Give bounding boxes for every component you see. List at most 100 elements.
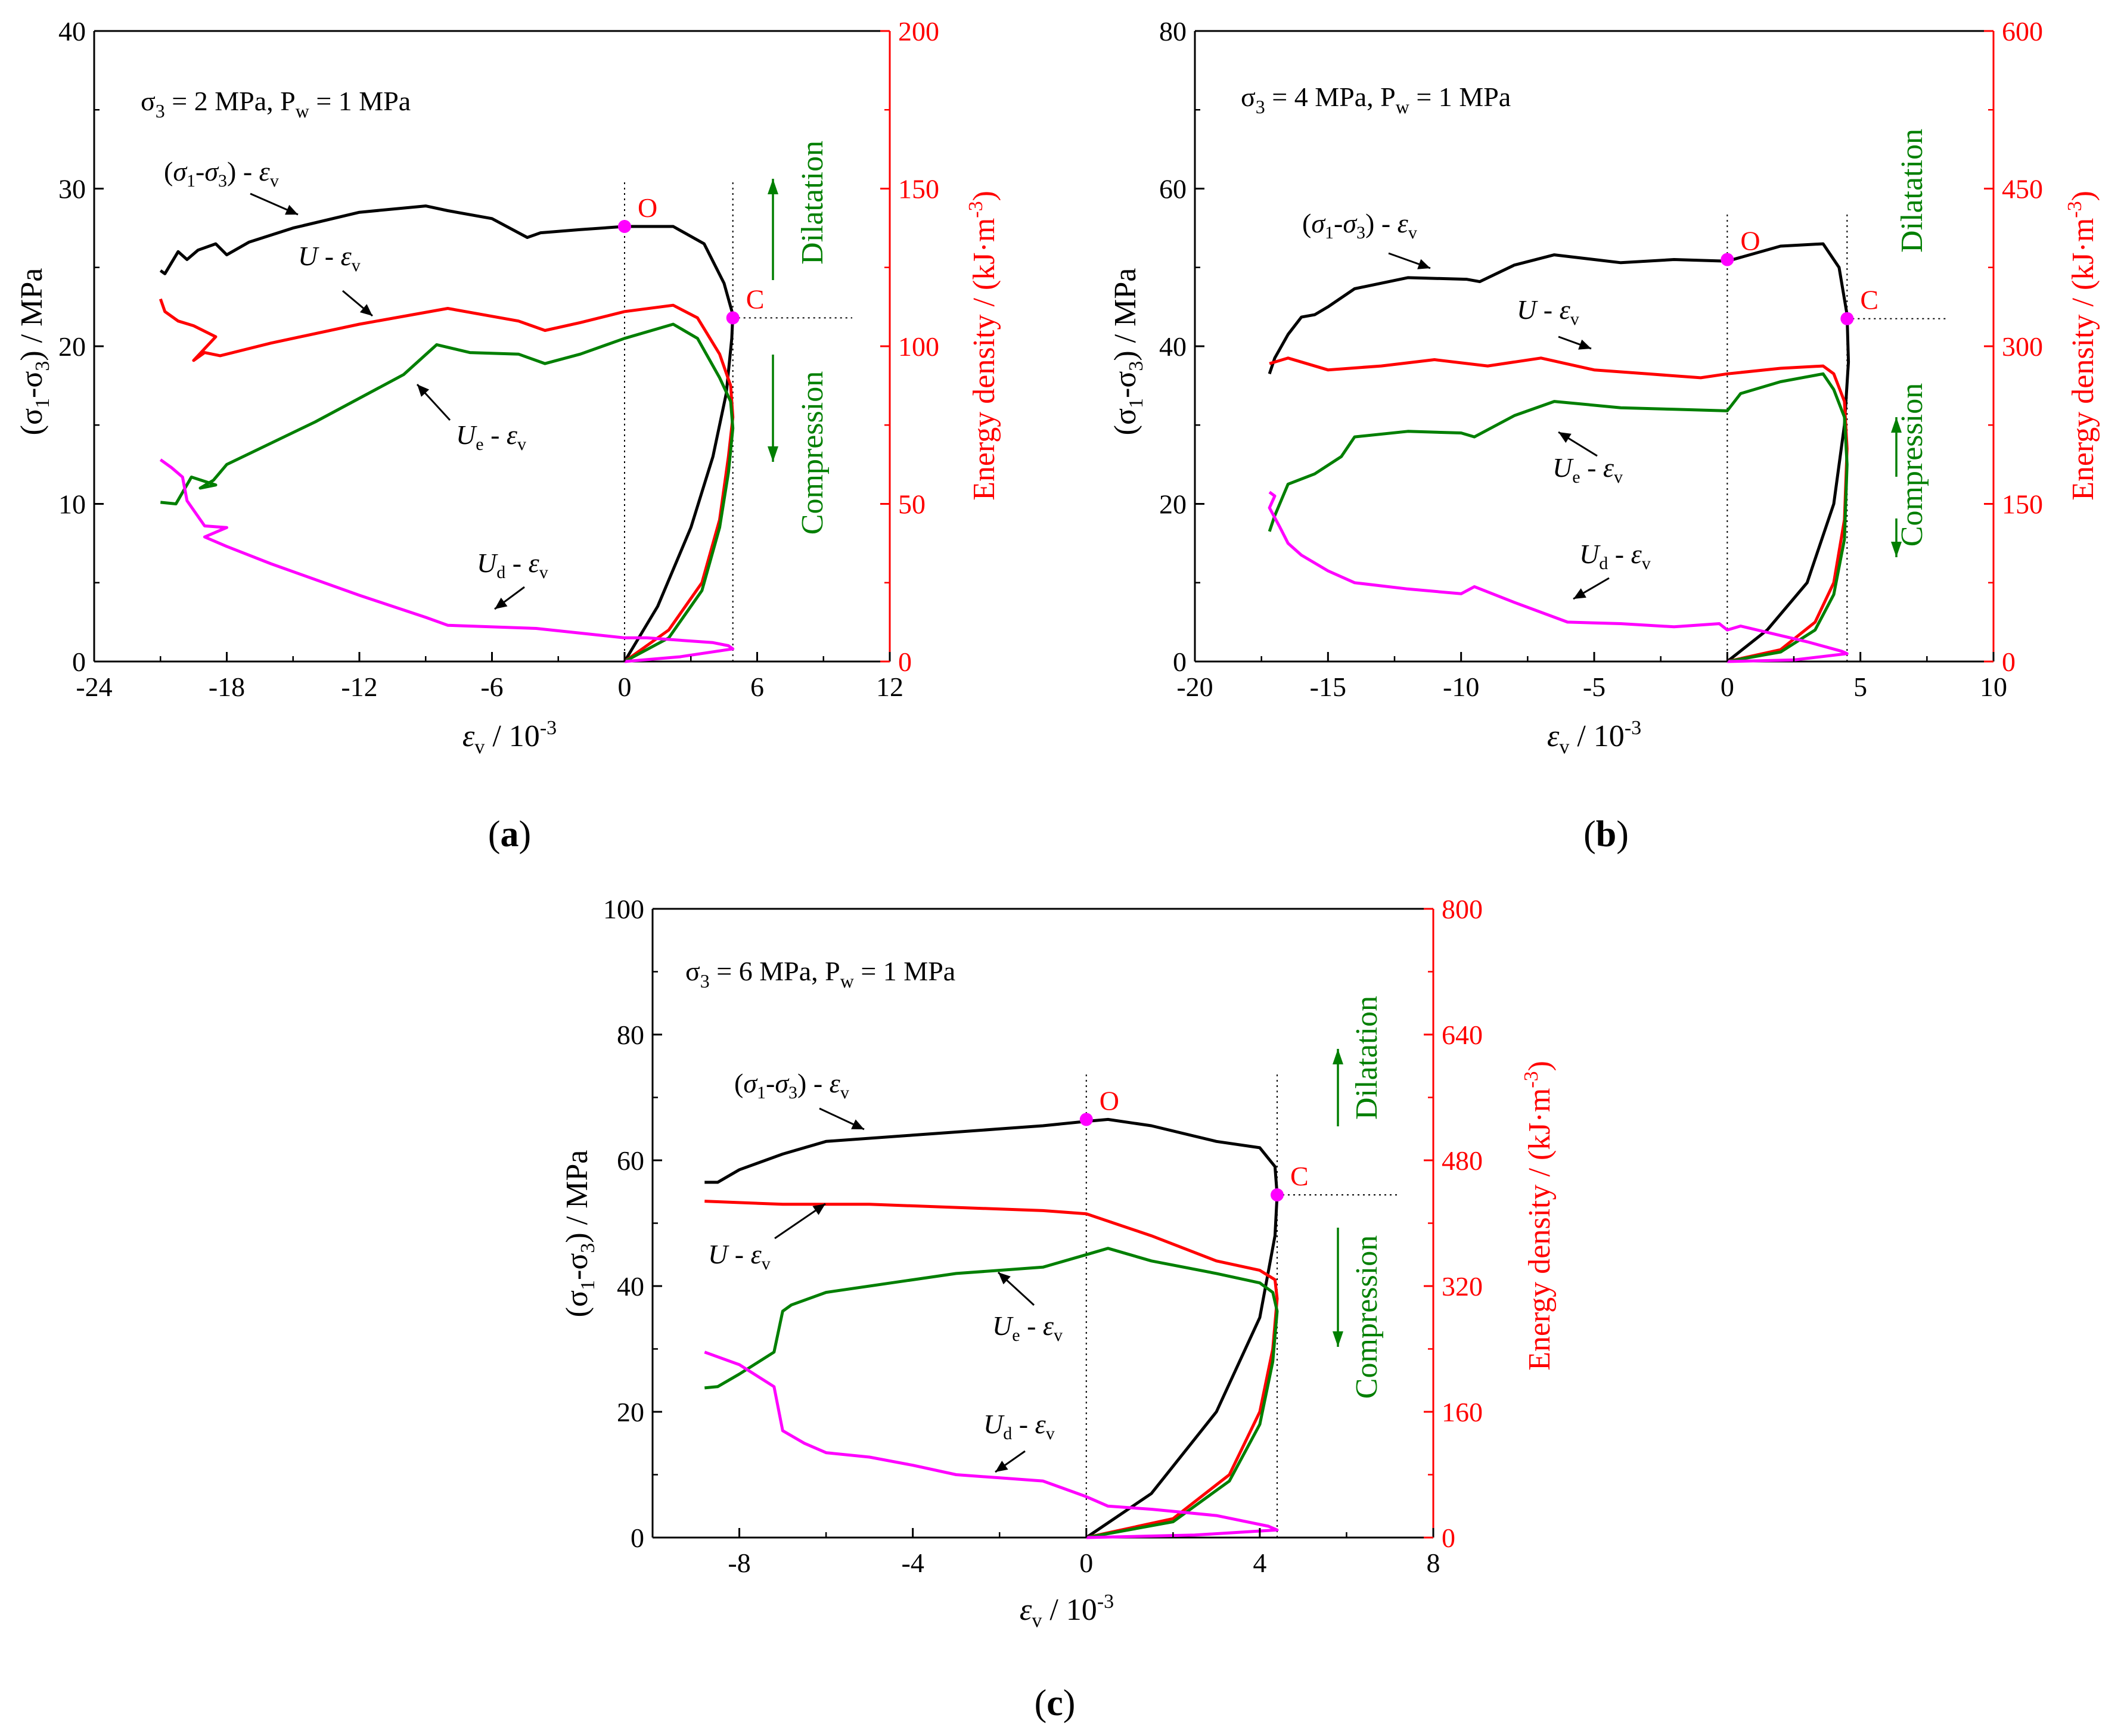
- dilatation-label: Dilatation: [1350, 996, 1384, 1120]
- panel-a-condition: σ3 = 2 MPa, Pw = 1 MPa: [141, 86, 411, 122]
- x-tick-label: 5: [1853, 672, 1867, 702]
- series-stress-line: [704, 1117, 1279, 1539]
- y-left-tick-label: 20: [58, 331, 86, 362]
- y-left-tick-label: 20: [1159, 489, 1187, 520]
- curve-label-Ue: Ue - εv: [456, 420, 526, 454]
- series-Ud-line: [1268, 490, 1849, 663]
- y-left-tick-label: 40: [1159, 331, 1187, 362]
- compression-arrow-head: [1333, 1331, 1343, 1347]
- y-right-tick-label: 480: [1442, 1145, 1483, 1176]
- panel-b: O C -20 -15 -10 -5 0 5 10 0 20 40 60 80 0 150 300 450 6…: [1108, 16, 2100, 855]
- panel-a-right-ticks: 0 50 100 150 200: [880, 16, 939, 677]
- panel-c-ylabel-left: (σ1-σ3) / MPa: [560, 1150, 599, 1318]
- curve-label-stress: (σ1-σ3) - εv: [1302, 208, 1417, 243]
- panel-b-x-ticks: -20 -15 -10 -5 0 5 10: [1176, 652, 2007, 702]
- point-o-label: O: [1100, 1085, 1119, 1116]
- curve-label-arrowhead: [1578, 339, 1591, 350]
- y-left-tick-label: 0: [1173, 647, 1187, 677]
- panel-c-condition: σ3 = 6 MPa, Pw = 1 MPa: [685, 956, 955, 992]
- series-stress-line: [159, 204, 735, 663]
- panel-b-annotations: (σ1-σ3) - εv U - εv Ue - εv Ud - εv Dilatati…: [1302, 129, 1929, 600]
- curve-label-U: U - εv: [298, 241, 361, 275]
- y-right-tick-label: 200: [898, 16, 939, 46]
- curve-label-Ud: Ud - εv: [477, 548, 548, 582]
- curve-label-arrowhead: [495, 597, 508, 609]
- series-Ue-line: [1268, 372, 1849, 663]
- dilatation-arrow-head: [768, 179, 778, 194]
- panel-a-ylabel-left: (σ1-σ3) / MPa: [15, 268, 54, 436]
- y-right-tick-label: 50: [898, 489, 926, 520]
- panel-b-xlabel: εv / 10-3: [1547, 717, 1641, 758]
- series-U-line: [159, 298, 735, 663]
- y-right-tick-label: 160: [1442, 1397, 1483, 1427]
- y-right-tick-label: 150: [898, 174, 939, 204]
- y-right-tick-label: 800: [1442, 894, 1483, 924]
- compression-label: Compression: [796, 371, 830, 535]
- point-o-marker: [1721, 253, 1734, 266]
- point-c-label: C: [1290, 1161, 1309, 1191]
- point-c-marker: [1840, 312, 1854, 325]
- x-tick-label: -12: [341, 672, 377, 702]
- series-Ue-line: [160, 322, 735, 663]
- panel-c-x-ticks: -8 -4 0 4 8: [728, 1528, 1440, 1578]
- y-left-tick-label: 0: [631, 1523, 644, 1553]
- curve-label-U: U - εv: [708, 1239, 771, 1274]
- curve-label-arrowhead: [1417, 259, 1430, 269]
- panel-b-ylabel-right: Energy density / (kJ·m-3): [2064, 191, 2100, 501]
- x-tick-label: 4: [1253, 1548, 1266, 1578]
- x-tick-label: -15: [1310, 672, 1346, 702]
- x-tick-label: -24: [76, 672, 112, 702]
- curve-label-stress: (σ1-σ3) - εv: [164, 156, 279, 191]
- curve-label-arrowhead: [812, 1204, 825, 1215]
- curve-label-Ud: Ud - εv: [983, 1409, 1055, 1443]
- y-right-tick-label: 150: [2002, 489, 2043, 520]
- curve-label-arrowhead: [1573, 588, 1586, 599]
- curve-label-arrowhead: [417, 384, 430, 397]
- panel-a-x-ticks: -24 -18 -12 -6 0 6 12: [76, 652, 903, 702]
- panel-c-annotations: (σ1-σ3) - εv U - εv Ue - εv Ud - εv Dilatati…: [708, 996, 1384, 1473]
- y-left-tick-label: 20: [617, 1397, 644, 1427]
- x-tick-label: -5: [1583, 672, 1606, 702]
- y-left-tick-label: 100: [603, 894, 644, 924]
- point-o-marker: [1079, 1113, 1093, 1126]
- compression-arrow-head: [1891, 542, 1902, 557]
- x-tick-label: 8: [1427, 1548, 1440, 1578]
- panel-a-ylabel-right: Energy density / (kJ·m-3): [965, 191, 1001, 501]
- y-left-tick-label: 80: [1159, 16, 1187, 46]
- x-tick-label: -10: [1443, 672, 1479, 702]
- x-tick-label: 0: [1079, 1548, 1093, 1578]
- curve-label-Ud: Ud - εv: [1579, 539, 1651, 573]
- compression-label: Compression: [1350, 1235, 1384, 1399]
- series-U-line: [704, 1200, 1279, 1539]
- y-left-tick-label: 60: [617, 1145, 644, 1176]
- panel-a-left-ticks: 0 10 20 30 40: [58, 16, 104, 677]
- curve-label-arrowhead: [359, 304, 372, 316]
- curve-label-stress: (σ1-σ3) - εv: [734, 1068, 849, 1103]
- x-tick-label: -4: [902, 1548, 924, 1578]
- compression-label: Compression: [1895, 383, 1929, 546]
- y-left-tick-label: 60: [1159, 174, 1187, 204]
- series-Ud-line: [704, 1350, 1279, 1539]
- series-Ud-line: [159, 458, 735, 663]
- point-c-label: C: [1860, 285, 1878, 315]
- panel-c-plot-area: OC: [651, 908, 1434, 1539]
- point-o-label: O: [1740, 226, 1760, 256]
- y-right-tick-label: 100: [898, 331, 939, 362]
- curve-label-arrowhead: [1558, 432, 1572, 443]
- y-left-tick-label: 40: [617, 1271, 644, 1302]
- x-tick-label: -8: [728, 1548, 750, 1578]
- compression-arrow-head: [768, 446, 778, 462]
- x-tick-label: 0: [618, 672, 632, 702]
- y-right-tick-label: 0: [1442, 1523, 1455, 1553]
- point-o-marker: [618, 219, 631, 233]
- x-tick-label: 12: [876, 672, 903, 702]
- y-right-tick-label: 320: [1442, 1271, 1483, 1302]
- dilatation-arrow-head: [1333, 1049, 1343, 1064]
- panel-b-panel-label: (b): [1583, 814, 1629, 855]
- y-right-tick-label: 0: [898, 647, 912, 677]
- x-tick-label: 0: [1721, 672, 1734, 702]
- panel-a-annotations: (σ1-σ3) - εv U - εv Ue - εv Ud - εv Dilatati…: [164, 141, 830, 610]
- panel-b-ylabel-left: (σ1-σ3) / MPa: [1108, 268, 1147, 436]
